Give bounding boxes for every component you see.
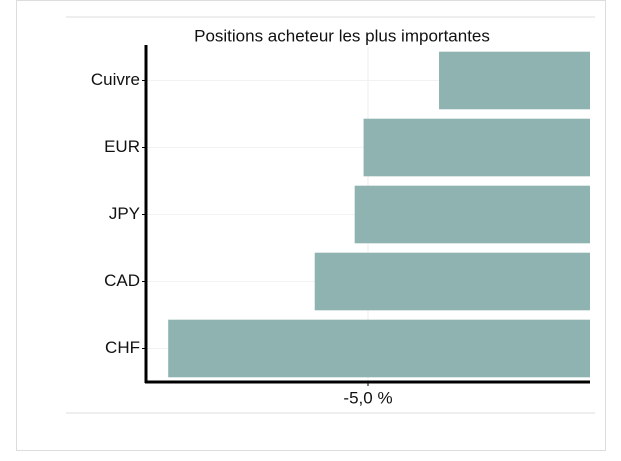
bar <box>168 319 590 378</box>
y-tick-label: JPY <box>109 204 140 223</box>
chart-title: Positions acheteur les plus importantes <box>194 26 490 45</box>
bar <box>354 185 590 244</box>
y-tick-label: Cuivre <box>91 70 140 89</box>
bar <box>363 118 590 177</box>
y-tick-label: CAD <box>104 271 140 290</box>
bar <box>439 51 590 110</box>
y-tick-label: EUR <box>104 137 140 156</box>
bar <box>314 252 590 311</box>
y-tick-label: CHF <box>105 338 140 357</box>
x-tick-label: -5,0 % <box>343 388 392 407</box>
